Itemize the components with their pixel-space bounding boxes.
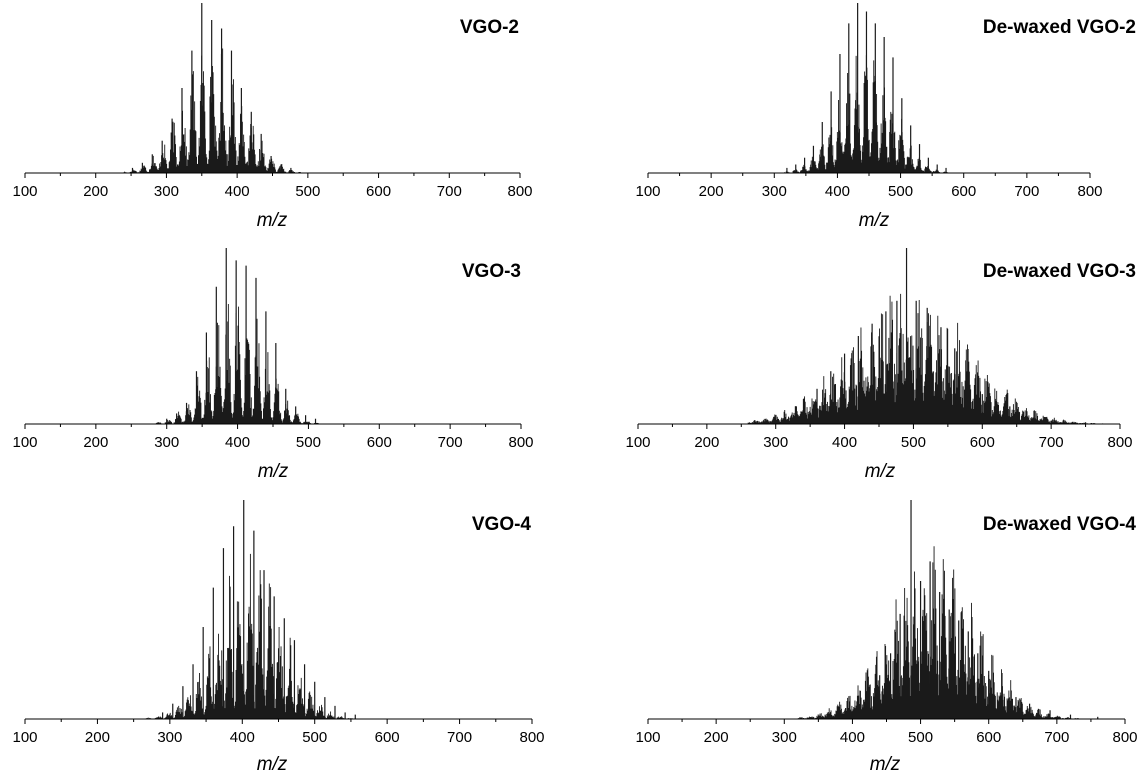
panel-vgo-2: 100 200 300 400 500 600 700 800 VGO-2 m/z [12,3,533,231]
x-tick-label: 700 [1014,183,1039,200]
x-tick-label: 200 [85,729,110,746]
x-tick-label: 200 [83,434,108,451]
x-tick-label: 300 [154,434,179,451]
x-tick-label: 200 [694,434,719,451]
x-axis-vgo-3: 100 200 300 400 500 600 700 800 [12,423,534,451]
panel-dewaxed-vgo-4: 100 200 300 400 500 600 700 800 De-waxed VGO-4 … [635,500,1138,775]
x-tick-label: 700 [447,729,472,746]
x-tick-label: 200 [704,729,729,746]
x-tick-label: 600 [375,729,400,746]
x-axis-vgo-4: 100 200 300 400 500 600 700 800 [12,718,545,746]
panel-title: VGO-2 [460,17,519,38]
x-tick-label: 100 [635,183,660,200]
x-tick-label: 800 [1112,729,1137,746]
panel-dewaxed-vgo-2: 100 200 300 400 500 600 700 800 De-waxed VGO-2 … [635,3,1136,231]
x-axis-vgo-2: 100 200 300 400 500 600 700 800 [12,172,533,200]
x-tick-label: 400 [840,729,865,746]
x-tick-label: 600 [976,729,1001,746]
x-tick-label: 200 [699,183,724,200]
x-axis-dewaxed-vgo-3: 100 200 300 400 500 600 700 800 [625,423,1133,451]
spectrum-trace [797,546,1079,719]
panel-title: De-waxed VGO-2 [983,17,1136,38]
x-tick-label: 800 [1107,434,1132,451]
x-tick-label: 800 [519,729,544,746]
peaks-vgo-3 [155,248,319,424]
x-tick-label: 600 [970,434,995,451]
x-tick-label: 100 [12,183,37,200]
panel-title: De-waxed VGO-3 [983,261,1136,282]
x-tick-label: 400 [825,183,850,200]
peaks-dewaxed-vgo-2 [784,3,949,173]
peaks-vgo-2 [123,3,301,173]
x-tick-label: 100 [12,729,37,746]
x-axis-dewaxed-vgo-2: 100 200 300 400 500 600 700 800 [635,172,1103,200]
x-tick-label: 300 [154,183,179,200]
x-tick-label: 700 [437,183,462,200]
x-axis-label: m/z [258,461,289,482]
x-tick-label: 700 [1044,729,1069,746]
panel-vgo-4: 100 200 300 400 500 600 700 800 VGO-4 m/z [12,500,545,775]
x-tick-label: 100 [625,434,650,451]
x-axis-label: m/z [257,754,288,775]
x-tick-label: 300 [157,729,182,746]
x-tick-label: 600 [951,183,976,200]
x-tick-label: 100 [12,434,37,451]
x-tick-label: 100 [635,729,660,746]
x-axis-dewaxed-vgo-4: 100 200 300 400 500 600 700 800 [635,718,1138,746]
x-tick-label: 500 [908,729,933,746]
x-tick-label: 500 [296,434,321,451]
peaks-dewaxed-vgo-4 [797,500,1099,719]
x-tick-label: 400 [832,434,857,451]
x-tick-label: 800 [508,434,533,451]
panel-dewaxed-vgo-3: 100 200 300 400 500 600 700 800 De-waxed VGO-3 … [625,248,1136,482]
x-tick-label: 500 [901,434,926,451]
x-tick-label: 300 [772,729,797,746]
x-tick-label: 600 [367,434,392,451]
x-axis-label: m/z [865,461,896,482]
x-axis-label: m/z [870,754,901,775]
peaks-dewaxed-vgo-3 [747,248,1104,424]
x-tick-label: 400 [225,183,250,200]
x-tick-label: 300 [762,183,787,200]
x-axis-label: m/z [859,210,890,231]
x-tick-label: 400 [225,434,250,451]
x-tick-label: 800 [507,183,532,200]
spectrum-trace [145,553,353,719]
spectrum-trace [155,303,319,424]
panel-title: De-waxed VGO-4 [983,514,1137,535]
panel-title: VGO-4 [472,514,532,535]
x-tick-label: 400 [230,729,255,746]
x-tick-label: 300 [763,434,788,451]
x-tick-label: 700 [438,434,463,451]
peaks-vgo-4 [145,500,356,719]
x-axis-label: m/z [257,210,288,231]
panel-vgo-3: 100 200 300 400 500 600 700 800 VGO-3 m/z [12,248,534,482]
x-tick-label: 500 [302,729,327,746]
x-tick-label: 500 [888,183,913,200]
x-tick-label: 800 [1077,183,1102,200]
x-tick-label: 500 [295,183,320,200]
panel-title: VGO-3 [462,261,521,282]
x-tick-label: 600 [366,183,391,200]
x-tick-label: 700 [1039,434,1064,451]
spectrum-trace [747,293,1104,424]
x-tick-label: 200 [83,183,108,200]
